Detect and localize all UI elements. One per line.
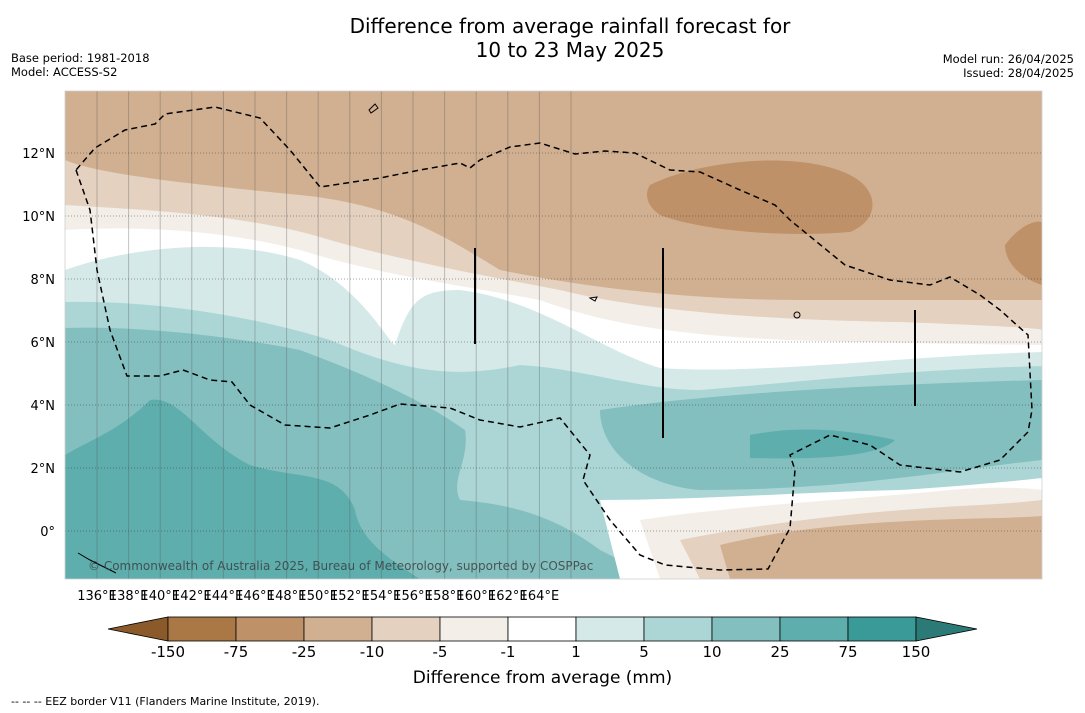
longitude-label: 146°E [235,589,275,604]
latitude-label: 10°N [22,210,55,225]
title-line-2: 10 to 23 May 2025 [475,38,665,62]
title-line-1: Difference from average rainfall forecas… [349,14,791,38]
colorbar-label: Difference from average (mm) [412,668,673,688]
colorbar-swatch [167,616,237,642]
colorbar-swatch [371,616,441,642]
colorbar-swatch [711,616,781,642]
colorbar-swatch [439,616,509,642]
base-info: Base period: 1981-2018 Model: ACCESS-S2 [11,51,150,79]
colorbar-swatch [847,616,917,642]
longitude-label: 150°E [298,589,338,604]
copyright-text: © Commonwealth of Australia 2025, Bureau… [88,559,593,573]
colorbar-swatch [235,616,305,642]
colorbar-swatch [779,616,849,642]
island-outline [77,552,117,574]
region-fill [720,516,1042,579]
longitude-label: 138°E [109,589,149,604]
eez-boundary-path [75,106,1033,571]
small-islands [77,103,801,574]
island-outline [588,296,598,302]
eez-border [75,106,1033,571]
latitude-label: 8°N [31,273,56,288]
longitude-label: 154°E [362,589,402,604]
longitude-labels: 136°E138°E140°E142°E144°E146°E148°E150°E… [77,589,559,604]
colorbar-under-arrow [107,616,169,642]
colorbar [107,616,978,642]
colorbar-tick-label: -5 [432,643,448,661]
colorbar-tick-label: -10 [359,643,385,661]
longitude-label: 158°E [425,589,465,604]
graticule [65,91,1042,579]
issued-date: Issued: 28/04/2025 [963,66,1074,80]
colorbar-tick-label: -150 [150,643,186,661]
colorbar-swatch [507,616,577,642]
latitude-label: 0° [40,525,55,540]
region-fill [647,160,873,235]
longitude-label: 152°E [330,589,370,604]
longitude-label: 142°E [172,589,212,604]
colorbar-tick-label: -25 [291,643,317,661]
colorbar-over-arrow [915,616,978,642]
colorbar-tick-label: 75 [838,643,858,661]
colorbar-swatch [643,616,713,642]
longitude-label: 162°E [488,589,528,604]
island-outline [793,311,801,319]
region-fill [65,399,420,579]
eez-footnote: -- -- -- EEZ border V11 (Flanders Marine… [11,695,320,708]
colorbar-swatch [303,616,373,642]
region-fill [750,429,895,459]
colorbar-tick-label: -1 [500,643,516,661]
base-period: Base period: 1981-2018 [11,51,150,65]
latitude-label: 4°N [31,399,56,414]
longitude-label: 148°E [267,589,307,604]
plot-border [64,90,1043,580]
longitude-label: 144°E [204,589,244,604]
map-fill [65,91,1042,579]
latitude-label: 12°N [22,147,55,162]
colorbar-tick-label: 150 [901,643,931,661]
latitude-labels: 12°N 10°N 8°N 6°N 4°N 2°N 0° [22,147,55,540]
longitude-label: 156°E [393,589,433,604]
colorbar-swatch [575,616,645,642]
model-run: Model run: 26/04/2025 [942,52,1074,66]
map-title: Difference from average rainfall forecas… [0,14,1085,62]
model-name: Model: ACCESS-S2 [11,65,118,79]
longitude-label: 160°E [456,589,496,604]
island-chains [474,248,916,438]
island-outline [368,103,379,114]
latitude-label: 2°N [31,462,56,477]
colorbar-tick-label: 25 [770,643,790,661]
region-fill [1005,221,1042,285]
longitude-label: 140°E [140,589,180,604]
colorbar-tick-label: -75 [223,643,249,661]
run-info: Model run: 26/04/2025 Issued: 28/04/2025 [943,52,1074,80]
colorbar-tick-label: 5 [639,643,649,661]
longitude-label: 136°E [77,589,117,604]
colorbar-tick-label: 10 [702,643,722,661]
colorbar-tick-label: 1 [571,643,581,661]
latitude-label: 6°N [31,336,56,351]
longitude-label: 164°E [520,589,560,604]
